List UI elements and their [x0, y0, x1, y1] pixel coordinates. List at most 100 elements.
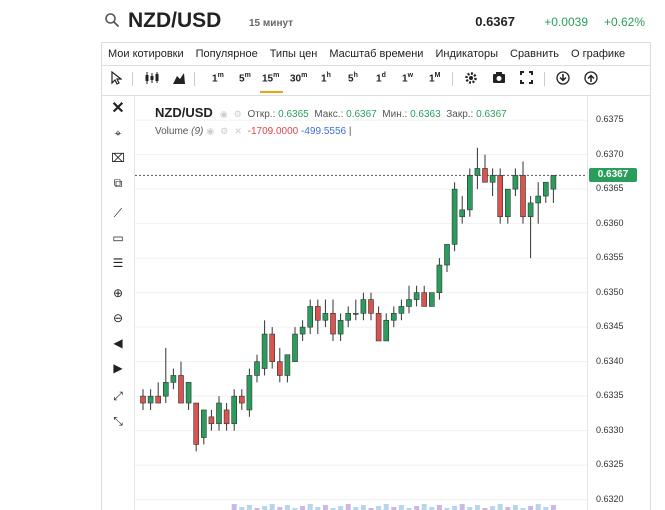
candle-body [542, 181, 549, 197]
menu-my-quotes[interactable]: Мои котировки [108, 48, 184, 60]
interval-5m[interactable]: 5m [239, 72, 251, 85]
cursor-icon[interactable] [110, 71, 122, 85]
candle-body [337, 319, 344, 335]
volume-settings-icon[interactable]: ⚙ [220, 126, 229, 136]
menu-indicators[interactable]: Индикаторы [435, 48, 498, 60]
candle-body [406, 299, 412, 307]
camera-icon[interactable] [492, 71, 506, 84]
close-icon[interactable]: ✕ [111, 100, 125, 117]
zoom-out-icon[interactable]: ⊖ [112, 311, 124, 325]
search-icon[interactable] [104, 12, 120, 28]
candle-body [535, 195, 542, 204]
interval-15m[interactable]: 15m [259, 72, 284, 94]
delete-drawings-icon[interactable]: ⌧ [111, 151, 125, 165]
settings-gear-icon[interactable] [464, 71, 478, 85]
candle-body [231, 395, 237, 425]
menu-popular[interactable]: Популярное [195, 48, 258, 60]
volume-close-icon[interactable]: ✕ [234, 126, 242, 136]
zoom-extend-icon[interactable]: ⤢ [113, 388, 123, 403]
download-icon[interactable] [556, 71, 570, 85]
area-chart-icon[interactable] [172, 71, 186, 85]
candle-body [520, 175, 526, 218]
volume-bar [376, 506, 382, 510]
rectangle-icon[interactable]: ▭ [112, 231, 124, 245]
volume-bar [391, 507, 397, 510]
volume-bar [353, 507, 359, 510]
trend-line-icon[interactable]: ⟋ [113, 205, 123, 220]
menu-about-chart[interactable]: О графике [571, 48, 626, 60]
candle-body [466, 175, 473, 211]
volume-bar [429, 507, 435, 510]
candle-body [497, 175, 504, 218]
volume-bar [414, 506, 420, 510]
volume-bar [421, 504, 427, 510]
visibility-eye-icon[interactable]: ◉ [219, 109, 228, 119]
menu-price-types[interactable]: Типы цен [269, 48, 318, 60]
volume-bar [300, 506, 306, 510]
chart-menu: Мои котировки Популярное Типы цен Масшта… [102, 42, 650, 66]
upload-icon[interactable] [584, 71, 598, 85]
volume-bar [307, 504, 313, 510]
volume-bar [277, 507, 283, 510]
menu-compare[interactable]: Сравнить [510, 48, 560, 60]
candle-body [178, 375, 184, 404]
price-tick-label: 0.6360 [596, 217, 624, 228]
price-tick-label: 0.6330 [596, 424, 624, 435]
volume-bar [528, 506, 534, 510]
candle-body [375, 313, 382, 342]
crosshair-cursor-icon[interactable]: ⌖ [114, 125, 122, 140]
volume-bar [474, 505, 480, 510]
last-price: 0.6367 [475, 14, 515, 29]
volume-bar [262, 506, 268, 510]
fullscreen-icon[interactable] [520, 71, 533, 84]
menu-time-scale[interactable]: Масштаб времени [329, 48, 424, 60]
volume-bar [452, 506, 458, 510]
settings-dot-icon[interactable]: ⚙ [233, 109, 242, 119]
volume-bars [231, 504, 556, 510]
volume-bar [406, 508, 412, 510]
candle-body [368, 299, 374, 314]
frame-left-border [101, 42, 102, 510]
interval-1d[interactable]: 1d [376, 72, 386, 85]
candle-body [140, 395, 146, 404]
copy-icon[interactable]: ⧉ [113, 175, 123, 190]
candle-body [413, 292, 420, 300]
candle-body [269, 333, 275, 362]
volume-bar [254, 508, 260, 510]
volume-eye-icon[interactable]: ◉ [206, 126, 215, 136]
scroll-right-icon[interactable]: ▶ [113, 361, 123, 375]
chart-grid [135, 119, 587, 501]
volume-bar [505, 507, 511, 510]
candle-body [383, 319, 389, 342]
zoom-in-icon[interactable]: ⊕ [112, 286, 124, 300]
legend-open: 0.6365 [278, 109, 309, 120]
price-tick-label: 0.6370 [596, 148, 624, 159]
interval-1w[interactable]: 1w [402, 72, 414, 85]
candle-body [216, 402, 222, 425]
volume-bar [467, 507, 473, 510]
candle-body [147, 395, 154, 404]
price-chart[interactable] [135, 96, 650, 510]
candle-body [527, 202, 534, 218]
candle-body [307, 306, 313, 328]
candle-body [390, 313, 397, 321]
price-tick-label: 0.6350 [596, 286, 624, 297]
price-tick-label: 0.6375 [596, 114, 624, 125]
interval-1h[interactable]: 1h [321, 72, 331, 85]
price-tick-label: 0.6320 [596, 493, 624, 504]
interval-1M[interactable]: 1M [429, 72, 441, 85]
candles-chart-icon[interactable] [144, 71, 160, 85]
volume-bar [497, 504, 503, 510]
price-scale[interactable]: 0.6375 0.6370 0.6365 0.6360 0.6355 0.6350 0.63… [587, 96, 651, 510]
candle-body [451, 188, 458, 245]
volume-bar [315, 507, 321, 510]
interval-1m[interactable]: 1m [212, 72, 224, 85]
zoom-reset-icon[interactable]: ⤡ [113, 413, 123, 428]
interval-30m[interactable]: 30m [290, 72, 308, 85]
volume-bar [444, 508, 450, 510]
candle-body [185, 382, 192, 404]
volume-bar [490, 506, 496, 510]
fibonacci-lines-icon[interactable]: ☰ [112, 256, 124, 270]
scroll-left-icon[interactable]: ◀ [113, 336, 123, 350]
interval-5h[interactable]: 5h [348, 72, 358, 85]
